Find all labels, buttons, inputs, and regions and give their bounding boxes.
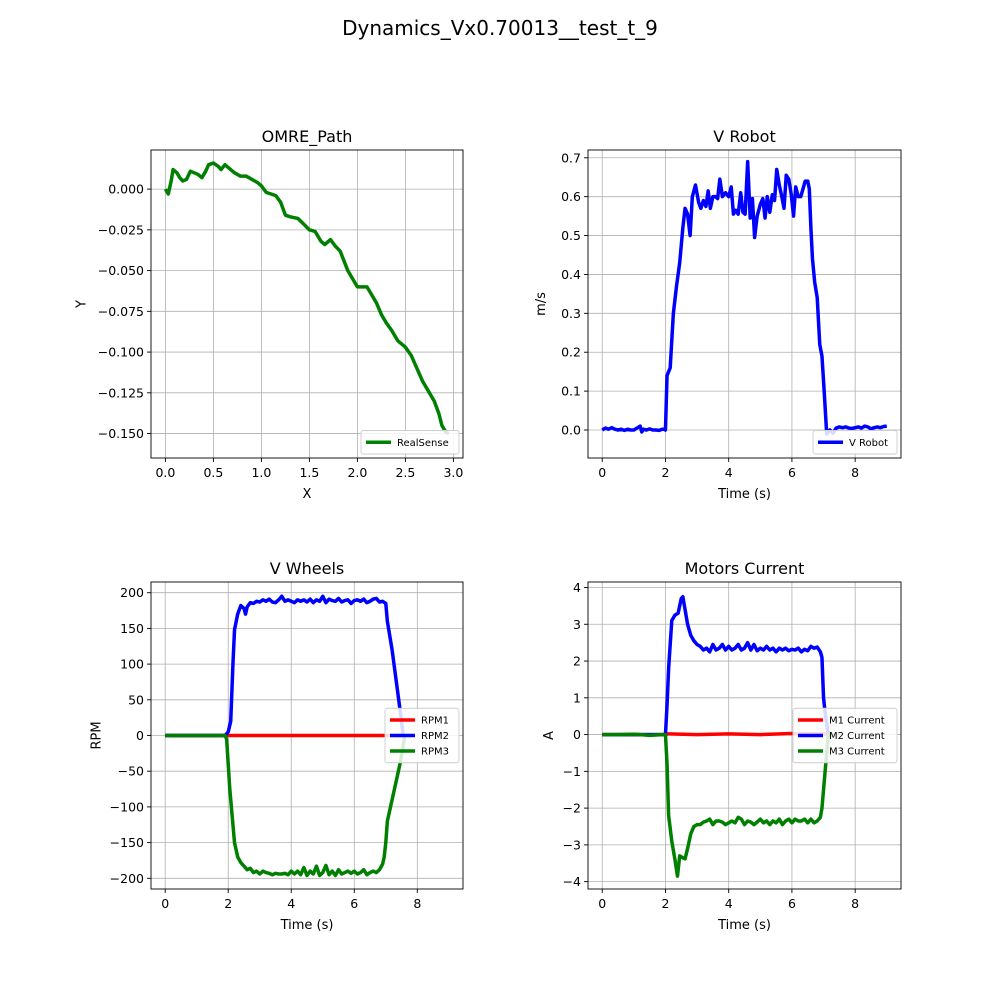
- series-line-m3-current: [602, 732, 834, 878]
- chart-path: 0.0 0.5 1.0 1.5 2.0 2.5 3.0 0.000 −0.025 −0.050 −0…: [74, 127, 464, 502]
- x-tick-label: 2: [661, 896, 669, 911]
- y-axis-label: Y: [74, 300, 89, 309]
- x-tick-label: 4: [725, 465, 733, 480]
- y-tick-label: 0.4: [561, 267, 581, 282]
- y-tick-label: −0.150: [98, 426, 144, 441]
- series-line-realsense: [163, 161, 450, 436]
- legend-label: RPM3: [421, 747, 449, 758]
- y-tick-label: 0: [136, 728, 144, 743]
- y-tick-label: −2: [563, 801, 581, 816]
- x-tick-label: 1.0: [251, 465, 271, 480]
- y-tick-label: 3: [573, 617, 581, 632]
- x-tick-label: 4: [725, 896, 733, 911]
- y-axis-label: m/s: [534, 292, 549, 316]
- chart-title: OMRE_Path: [262, 127, 353, 147]
- x-tick-label: 2: [661, 465, 669, 480]
- legend-label: RPM1: [421, 716, 449, 727]
- chart-title: V Robot: [713, 127, 775, 146]
- x-tick-label: 0: [161, 896, 169, 911]
- y-tick-label: 100: [120, 657, 144, 672]
- x-tick-label: 6: [788, 465, 796, 480]
- x-tick-label: 0: [598, 465, 606, 480]
- x-tick-label: 8: [413, 896, 421, 911]
- x-tick-label: 2: [224, 896, 232, 911]
- x-tick-label: 4: [287, 896, 295, 911]
- legend-label: M1 Current: [829, 716, 885, 727]
- y-tick-label: −50: [118, 764, 144, 779]
- legend-label: M2 Current: [829, 731, 885, 742]
- plot-frame: [150, 149, 464, 459]
- x-axis-label: Time (s): [717, 487, 771, 502]
- legend: RPM1 RPM2 RPM3: [384, 707, 460, 764]
- y-tick-label: 0.2: [561, 345, 581, 360]
- legend-box: [812, 430, 898, 455]
- legend-box: [792, 707, 898, 764]
- y-tick-label: 0.5: [561, 228, 581, 243]
- x-axis-label: Time (s): [717, 918, 771, 933]
- y-tick-label: −4: [563, 874, 581, 889]
- y-tick-label: 0: [573, 727, 581, 742]
- series-line-rpm2: [165, 594, 405, 738]
- y-tick-label: 0.3: [561, 306, 581, 321]
- chart-vrobot: 0 2 4 6 8 0.0 0.1 0.2 0.3 0.4 0.5 0.6 0.7 V Robot Time…: [534, 127, 902, 502]
- legend: RealSense: [360, 430, 460, 455]
- y-axis-label: RPM: [90, 721, 105, 749]
- y-tick-label: 0.6: [561, 189, 581, 204]
- y-tick-label: 0.1: [561, 384, 581, 399]
- x-tick-label: 6: [350, 896, 358, 911]
- y-tick-label: −0.025: [98, 222, 144, 237]
- y-tick-label: 0.0: [561, 423, 581, 438]
- legend-label: M3 Current: [829, 747, 885, 758]
- legend-label: V Robot: [849, 438, 888, 449]
- legend-label: RealSense: [397, 438, 449, 449]
- x-tick-label: 0.0: [155, 465, 175, 480]
- y-tick-label: −0.100: [98, 345, 144, 360]
- x-tick-label: 8: [851, 896, 859, 911]
- legend: M1 Current M2 Current M3 Current: [792, 707, 898, 764]
- x-axis-label: Time (s): [280, 918, 334, 933]
- y-tick-label: 150: [120, 621, 144, 636]
- y-tick-label: −3: [563, 837, 581, 852]
- x-tick-label: 1.5: [299, 465, 319, 480]
- x-tick-label: 2.5: [395, 465, 415, 480]
- x-tick-label: 0: [598, 896, 606, 911]
- y-tick-label: −100: [110, 799, 144, 814]
- legend-box: [384, 707, 460, 764]
- series-line-m2-current: [602, 594, 834, 737]
- y-tick-label: −200: [110, 871, 144, 886]
- y-tick-label: 2: [573, 654, 581, 669]
- y-tick-label: −0.050: [98, 263, 144, 278]
- y-tick-label: −150: [110, 835, 144, 850]
- x-axis-label: X: [303, 487, 312, 502]
- y-tick-label: 4: [573, 580, 581, 595]
- y-tick-label: −0.075: [98, 304, 144, 319]
- x-tick-label: 0.5: [203, 465, 223, 480]
- y-tick-label: 50: [128, 692, 144, 707]
- series-line-rpm3: [165, 733, 407, 878]
- plot-frame: [587, 581, 902, 890]
- x-tick-label: 6: [788, 896, 796, 911]
- x-tick-label: 3.0: [443, 465, 463, 480]
- plot-frame: [587, 149, 902, 459]
- legend-label: RPM2: [421, 731, 449, 742]
- y-tick-label: 0.7: [561, 150, 581, 165]
- x-tick-label: 8: [851, 465, 859, 480]
- chart-vwheels: 0 2 4 6 8 200 150 100 50 0 −50 −100 −150 −200 V Wheels…: [90, 559, 464, 933]
- y-tick-label: 0.000: [108, 182, 144, 197]
- y-tick-label: −1: [563, 764, 581, 779]
- chart-title: Motors Current: [685, 559, 805, 578]
- legend-box: [360, 430, 460, 455]
- y-axis-label: A: [542, 731, 557, 740]
- y-tick-label: 1: [573, 690, 581, 705]
- x-tick-label: 2.0: [347, 465, 367, 480]
- legend: V Robot: [812, 430, 898, 455]
- figure-title: Dynamics_Vx0.70013__test_t_9: [342, 16, 658, 40]
- y-tick-label: 200: [120, 585, 144, 600]
- chart-title: V Wheels: [270, 559, 344, 578]
- y-tick-label: −0.125: [98, 385, 144, 400]
- chart-current: 0 2 4 6 8 4 3 2 1 0 −1 −2 −3 −4 Motors Current Time (s)…: [542, 559, 902, 933]
